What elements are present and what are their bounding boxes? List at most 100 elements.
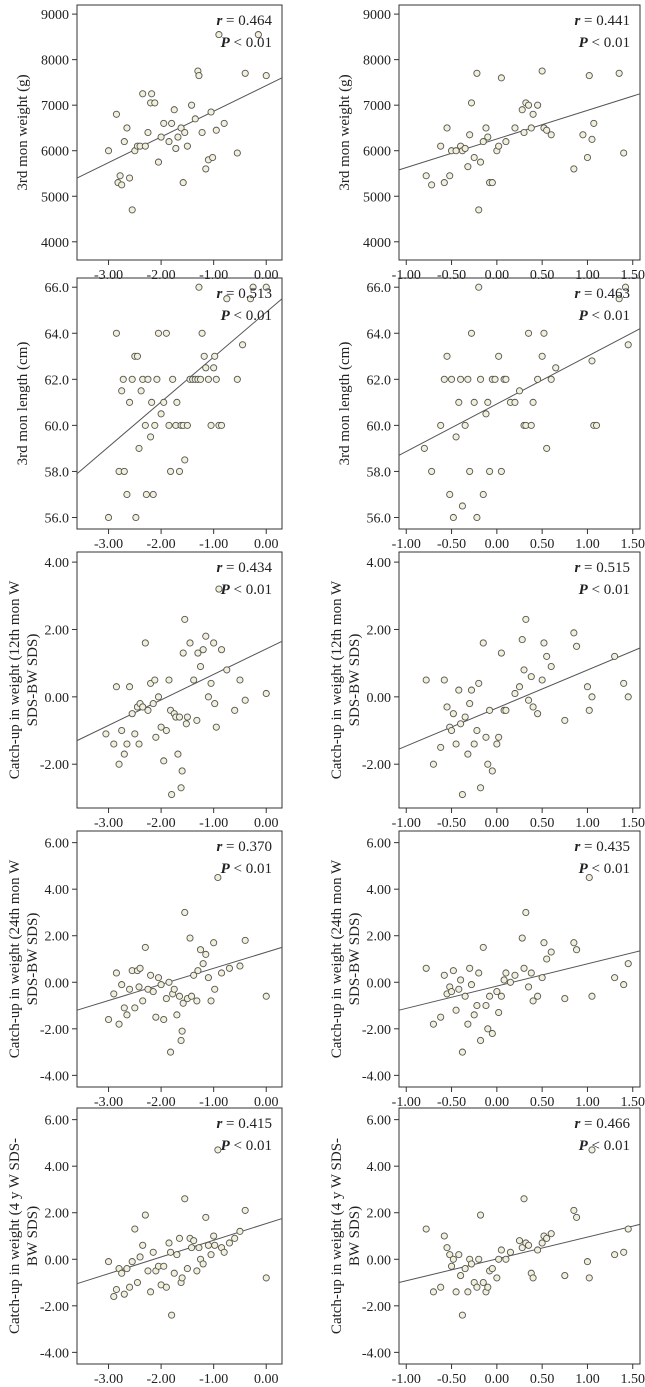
y-tick-label: 6.00 xyxy=(45,837,70,852)
data-point xyxy=(139,997,147,1005)
y-tick-label: 66.0 xyxy=(367,281,392,296)
data-point xyxy=(588,135,596,143)
data-point xyxy=(160,1262,168,1270)
y-tick-label: 0.00 xyxy=(45,1253,70,1268)
data-point xyxy=(455,985,463,993)
data-point xyxy=(570,165,578,173)
data-point xyxy=(177,784,185,792)
data-point xyxy=(495,1008,503,1017)
data-point xyxy=(211,985,219,993)
data-point xyxy=(511,124,519,132)
data-point xyxy=(179,999,187,1007)
y-tick-label: 4000 xyxy=(41,236,69,251)
data-point xyxy=(104,1258,113,1266)
data-point xyxy=(186,934,194,942)
y-tick-label: 4.00 xyxy=(367,556,392,571)
r-annotation: r = 0.515 xyxy=(574,560,630,576)
data-point xyxy=(543,652,551,660)
data-point xyxy=(183,713,191,721)
data-point xyxy=(497,992,505,1000)
r-annotation: r = 0.435 xyxy=(574,839,630,855)
data-point xyxy=(588,1146,596,1154)
data-point xyxy=(154,329,163,337)
data-point xyxy=(154,693,163,701)
data-point xyxy=(104,513,113,522)
data-point xyxy=(167,1048,175,1056)
data-point xyxy=(493,740,501,748)
y-tick-label: 4000 xyxy=(363,236,391,251)
data-point xyxy=(452,740,460,748)
data-point xyxy=(428,181,436,189)
data-point xyxy=(154,974,163,982)
data-point xyxy=(152,733,160,741)
data-point xyxy=(212,375,220,383)
data-point xyxy=(178,1027,186,1035)
data-point xyxy=(422,676,430,684)
y-axis-label: Catch-up in weight (12th mon W xyxy=(329,580,345,779)
p-value: < 0.01 xyxy=(588,861,630,877)
data-point xyxy=(529,1274,537,1282)
data-point xyxy=(446,172,454,180)
data-point xyxy=(165,676,173,684)
x-tick-label: -1.00 xyxy=(199,268,228,283)
data-point xyxy=(543,444,551,452)
data-point xyxy=(126,683,134,691)
data-point xyxy=(497,649,505,657)
data-point xyxy=(262,1274,270,1282)
data-point xyxy=(515,1237,524,1245)
x-tick-label: -0.50 xyxy=(437,537,466,552)
data-point xyxy=(461,1265,469,1273)
data-point xyxy=(190,1237,198,1245)
data-point xyxy=(262,283,270,291)
y-tick-label: 66.0 xyxy=(45,281,70,296)
data-point xyxy=(172,144,180,152)
x-tick-label: -1.00 xyxy=(392,537,421,552)
y-tick-label: 56.0 xyxy=(367,511,392,526)
data-point xyxy=(464,375,472,383)
data-point xyxy=(110,990,118,998)
data-point xyxy=(215,585,223,593)
data-point xyxy=(476,375,485,383)
p-value: < 0.01 xyxy=(230,1138,272,1154)
data-point xyxy=(175,713,184,721)
data-point xyxy=(193,997,201,1005)
data-point xyxy=(461,421,469,429)
data-point xyxy=(209,153,217,162)
data-point xyxy=(484,1283,492,1291)
y-tick-label: 4.00 xyxy=(45,556,70,571)
data-point xyxy=(120,750,128,758)
x-tick-label: -3.00 xyxy=(94,537,123,552)
data-point xyxy=(476,1211,485,1219)
data-point xyxy=(162,329,170,337)
data-point xyxy=(147,971,155,979)
y-axis-label: 3rd mon weight (g) xyxy=(337,74,353,190)
p-annotation: P < 0.01 xyxy=(579,582,630,598)
data-point xyxy=(157,723,165,731)
data-point xyxy=(144,706,152,714)
x-tick-label: -0.50 xyxy=(437,1372,466,1387)
data-point xyxy=(624,693,632,701)
data-point xyxy=(262,992,270,1000)
plot-frame xyxy=(76,830,283,1088)
data-point xyxy=(449,710,457,718)
data-point xyxy=(165,138,173,146)
data-point xyxy=(437,743,445,751)
data-point xyxy=(443,352,451,360)
data-point xyxy=(133,1278,141,1287)
y-tick-label: 2.00 xyxy=(45,930,70,945)
y-axis-label: 3rd mon length (cm) xyxy=(337,342,353,466)
r-annotation: r = 0.441 xyxy=(574,13,630,29)
data-point xyxy=(220,1248,228,1256)
data-point xyxy=(440,179,448,187)
data-point xyxy=(484,133,492,141)
data-point xyxy=(120,1290,128,1298)
y-tick-label: 5000 xyxy=(41,190,69,205)
p-annotation: P < 0.01 xyxy=(579,308,630,324)
data-point xyxy=(135,983,143,991)
data-point xyxy=(529,703,537,711)
data-point xyxy=(123,124,131,132)
x-tick-label: 0.00 xyxy=(485,816,510,831)
y-tick-label: -2.00 xyxy=(362,1300,391,1315)
r-symbol: r xyxy=(574,560,580,576)
